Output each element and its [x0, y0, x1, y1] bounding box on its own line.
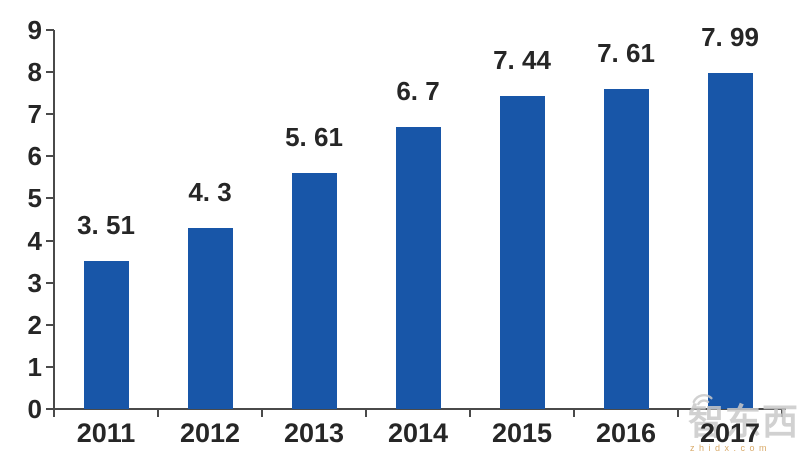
bar-value-label: 7. 44: [493, 44, 551, 75]
wifi-icon: [692, 394, 713, 406]
x-axis-label-2016: 2016: [595, 418, 657, 448]
y-tick: [46, 71, 54, 74]
bar-2011: [83, 261, 129, 409]
bar-value-label: 5. 61: [285, 121, 343, 152]
x-tick: [469, 409, 471, 417]
bar-2017: [707, 72, 753, 409]
x-axis-label-2015: 2015: [491, 418, 553, 448]
y-tick: [46, 113, 54, 116]
y-tick: [46, 155, 54, 158]
y-tick-label: 8: [27, 57, 42, 88]
bar-2015: [499, 95, 545, 409]
x-axis-line: [46, 408, 786, 410]
y-tick: [46, 323, 54, 326]
bar-value-label: 7. 61: [597, 37, 655, 68]
y-tick: [46, 365, 54, 368]
x-tick: [573, 409, 575, 417]
y-axis-line: [53, 30, 55, 417]
y-tick-label: 5: [27, 183, 42, 214]
y-tick-label: 9: [27, 15, 42, 45]
y-tick: [46, 197, 54, 200]
x-axis-label-2014: 2014: [387, 418, 449, 448]
bar-2016: [603, 88, 649, 409]
y-tick: [46, 29, 54, 31]
bar-value-label: 4. 3: [188, 176, 232, 207]
y-tick-label: 4: [27, 225, 42, 256]
x-axis-label-2012: 2012: [179, 418, 241, 448]
bar-2014: [395, 126, 441, 409]
y-tick: [46, 281, 54, 284]
x-tick: [157, 409, 159, 417]
y-tick-label: 0: [27, 394, 42, 424]
bar-value-label: 6. 7: [396, 75, 440, 106]
x-tick: [261, 409, 263, 417]
x-axis-label-2011: 2011: [76, 418, 136, 448]
x-axis-label-2013: 2013: [283, 418, 345, 448]
y-tick: [46, 239, 54, 242]
bar-2013: [291, 172, 337, 409]
y-tick-label: 3: [27, 267, 42, 298]
bar-value-label: 7. 99: [701, 21, 759, 52]
x-axis-label-2017: 2017: [699, 418, 761, 448]
y-tick-label: 7: [27, 99, 42, 130]
x-tick: [677, 409, 679, 417]
y-tick-label: 6: [27, 141, 42, 172]
y-tick-label: 2: [27, 309, 42, 340]
watermark-domain-text: zhidx.com: [690, 443, 772, 453]
watermark-brand-text: 智东西: [688, 401, 800, 442]
y-tick-label: 1: [27, 351, 42, 382]
x-tick: [365, 409, 367, 417]
bar-value-label: 3. 51: [77, 210, 135, 241]
bar-2012: [187, 227, 233, 409]
watermark: 智东西 zhidx.com: [686, 394, 800, 458]
y-tick: [46, 408, 54, 410]
x-tick: [781, 409, 783, 417]
